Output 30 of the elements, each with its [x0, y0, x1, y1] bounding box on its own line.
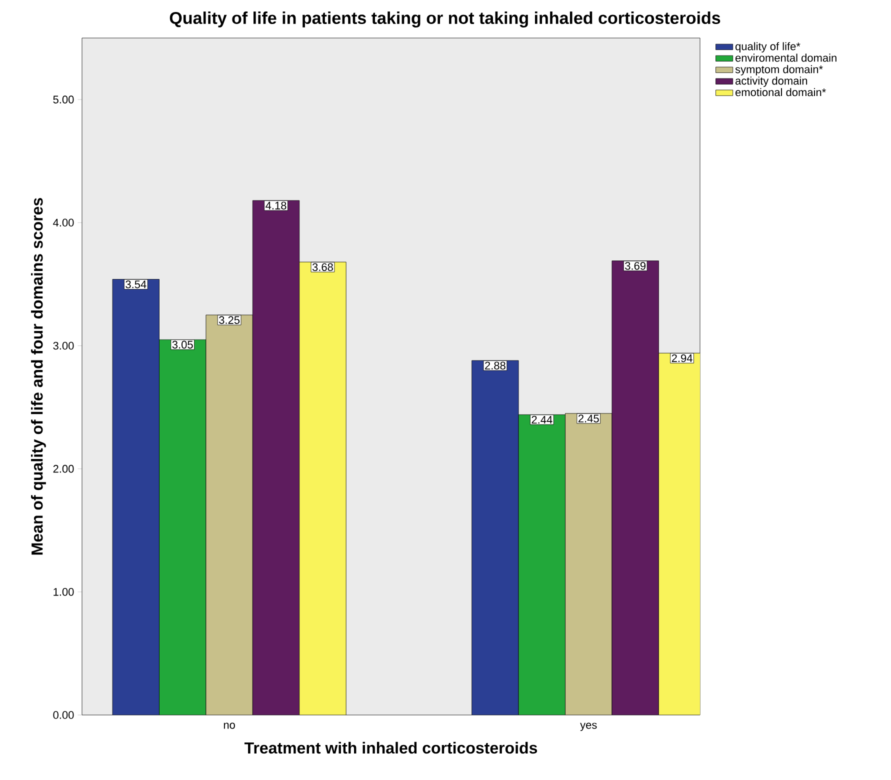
data-label: 3.69 [625, 262, 646, 270]
legend-label: symptom domain* [735, 65, 823, 76]
legend-label: quality of life* [735, 42, 800, 52]
x-axis-title: Treatment with inhaled corticosteroids [244, 742, 538, 754]
y-tick-label: 3.00 [53, 342, 74, 350]
y-tick-label: 1.00 [54, 588, 74, 596]
chart-title: Quality of life in patients taking or not taking inhaled corticosteroids [170, 12, 720, 28]
data-label: 2.88 [485, 362, 506, 370]
data-label: 3.25 [219, 316, 240, 324]
y-tick-label: 5.00 [53, 96, 74, 104]
legend-label: activity domain [736, 76, 808, 87]
data-label: 3.54 [126, 280, 146, 288]
bar [112, 279, 160, 715]
x-tick-label: no [224, 722, 235, 729]
y-axis-title: Mean of quality of life and four domains scores [31, 198, 46, 555]
bar [472, 360, 519, 715]
data-label: 2.94 [672, 354, 692, 362]
data-label: 3.05 [172, 340, 193, 349]
data-label: 2.44 [532, 416, 552, 424]
data-label: 2.45 [578, 414, 599, 422]
legend-label: emotional domain* [736, 88, 826, 96]
y-tick-label: 4.00 [53, 218, 74, 227]
data-label: 4.18 [266, 202, 286, 210]
bar [565, 413, 612, 715]
y-tick-label: 2.00 [53, 464, 74, 473]
data-label: 3.68 [312, 263, 333, 272]
bar [206, 314, 253, 715]
y-tick-label: 0.00 [53, 711, 74, 719]
x-tick-label: yes [580, 722, 597, 731]
legend-label: enviromental domain [736, 54, 836, 62]
